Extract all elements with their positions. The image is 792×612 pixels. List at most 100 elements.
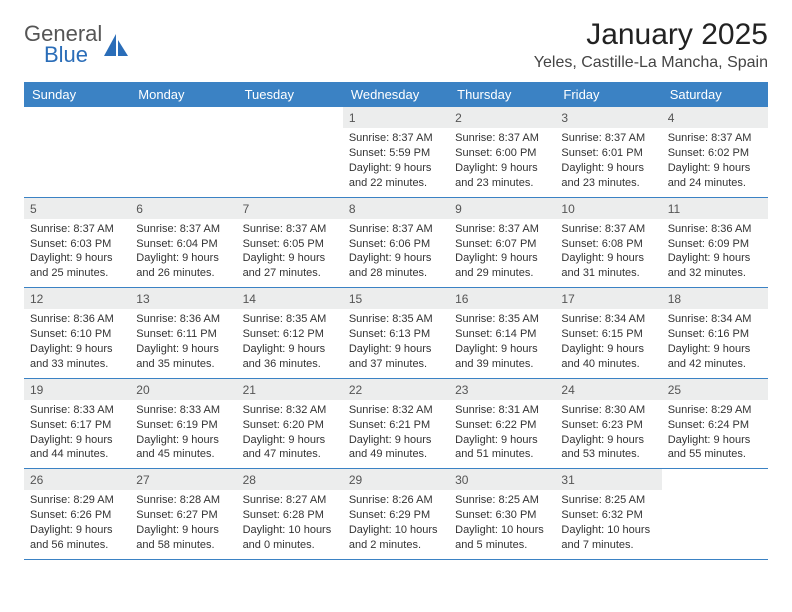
- calendar-cell: [24, 107, 130, 197]
- calendar-cell: 24Sunrise: 8:30 AMSunset: 6:23 PMDayligh…: [555, 379, 661, 469]
- daylight-line: Daylight: 9 hours and 58 minutes.: [136, 523, 230, 553]
- daylight-line: Daylight: 9 hours and 40 minutes.: [561, 342, 655, 372]
- daylight-line: Daylight: 10 hours and 2 minutes.: [349, 523, 443, 553]
- calendar-cell: 30Sunrise: 8:25 AMSunset: 6:30 PMDayligh…: [449, 469, 555, 559]
- sunset-line: Sunset: 6:16 PM: [668, 327, 762, 342]
- day-number: 20: [130, 379, 236, 400]
- daylight-line: Daylight: 9 hours and 42 minutes.: [668, 342, 762, 372]
- calendar-week: 26Sunrise: 8:29 AMSunset: 6:26 PMDayligh…: [24, 469, 768, 560]
- calendar-cell: [662, 469, 768, 559]
- sunrise-line: Sunrise: 8:36 AM: [668, 222, 762, 237]
- weekday-label: Thursday: [449, 82, 555, 107]
- day-number: 5: [24, 198, 130, 219]
- daylight-line: Daylight: 9 hours and 35 minutes.: [136, 342, 230, 372]
- weekday-label: Sunday: [24, 82, 130, 107]
- daylight-line: Daylight: 9 hours and 31 minutes.: [561, 251, 655, 281]
- calendar-cell: 29Sunrise: 8:26 AMSunset: 6:29 PMDayligh…: [343, 469, 449, 559]
- daylight-line: Daylight: 9 hours and 23 minutes.: [561, 161, 655, 191]
- day-number: 19: [24, 379, 130, 400]
- calendar-cell: 23Sunrise: 8:31 AMSunset: 6:22 PMDayligh…: [449, 379, 555, 469]
- calendar-cell: 10Sunrise: 8:37 AMSunset: 6:08 PMDayligh…: [555, 198, 661, 288]
- weekday-label: Monday: [130, 82, 236, 107]
- calendar-week: 5Sunrise: 8:37 AMSunset: 6:03 PMDaylight…: [24, 198, 768, 289]
- calendar-cell: 18Sunrise: 8:34 AMSunset: 6:16 PMDayligh…: [662, 288, 768, 378]
- calendar-cell: 7Sunrise: 8:37 AMSunset: 6:05 PMDaylight…: [237, 198, 343, 288]
- day-number: 14: [237, 288, 343, 309]
- daylight-line: Daylight: 9 hours and 27 minutes.: [243, 251, 337, 281]
- sunset-line: Sunset: 6:26 PM: [30, 508, 124, 523]
- sunrise-line: Sunrise: 8:29 AM: [30, 493, 124, 508]
- sunrise-line: Sunrise: 8:37 AM: [455, 222, 549, 237]
- daylight-line: Daylight: 9 hours and 22 minutes.: [349, 161, 443, 191]
- sunrise-line: Sunrise: 8:32 AM: [243, 403, 337, 418]
- logo-sail-icon: [102, 32, 132, 60]
- calendar-cell: 2Sunrise: 8:37 AMSunset: 6:00 PMDaylight…: [449, 107, 555, 197]
- calendar-cell: 6Sunrise: 8:37 AMSunset: 6:04 PMDaylight…: [130, 198, 236, 288]
- sunrise-line: Sunrise: 8:37 AM: [349, 222, 443, 237]
- sunrise-line: Sunrise: 8:37 AM: [349, 131, 443, 146]
- weekday-label: Tuesday: [237, 82, 343, 107]
- day-number: 31: [555, 469, 661, 490]
- sunset-line: Sunset: 6:28 PM: [243, 508, 337, 523]
- calendar-cell: 3 Sunrise: 8:37 AMSunset: 6:01 PMDaylight…: [555, 107, 661, 197]
- logo: General Blue: [24, 24, 132, 66]
- sunrise-line: Sunrise: 8:34 AM: [561, 312, 655, 327]
- sunset-line: Sunset: 6:08 PM: [561, 237, 655, 252]
- calendar-cell: 5Sunrise: 8:37 AMSunset: 6:03 PMDaylight…: [24, 198, 130, 288]
- sunrise-line: Sunrise: 8:33 AM: [30, 403, 124, 418]
- logo-text-blue: Blue: [44, 45, 102, 66]
- weekday-label: Friday: [555, 82, 661, 107]
- calendar-cell: 27Sunrise: 8:28 AMSunset: 6:27 PMDayligh…: [130, 469, 236, 559]
- sunrise-line: Sunrise: 8:33 AM: [136, 403, 230, 418]
- day-number: 24: [555, 379, 661, 400]
- sunrise-line: Sunrise: 8:32 AM: [349, 403, 443, 418]
- sunrise-line: Sunrise: 8:31 AM: [455, 403, 549, 418]
- weekday-header: Sunday Monday Tuesday Wednesday Thursday…: [24, 82, 768, 107]
- sunset-line: Sunset: 6:14 PM: [455, 327, 549, 342]
- day-number: 12: [24, 288, 130, 309]
- sunset-line: Sunset: 5:59 PM: [349, 146, 443, 161]
- day-number: 15: [343, 288, 449, 309]
- daylight-line: Daylight: 9 hours and 53 minutes.: [561, 433, 655, 463]
- calendar-cell: 21Sunrise: 8:32 AMSunset: 6:20 PMDayligh…: [237, 379, 343, 469]
- sunset-line: Sunset: 6:11 PM: [136, 327, 230, 342]
- daylight-line: Daylight: 9 hours and 24 minutes.: [668, 161, 762, 191]
- day-number: 8: [343, 198, 449, 219]
- daylight-line: Daylight: 9 hours and 23 minutes.: [455, 161, 549, 191]
- day-number: 4: [662, 107, 768, 128]
- sunset-line: Sunset: 6:01 PM: [561, 146, 655, 161]
- calendar-cell: 12Sunrise: 8:36 AMSunset: 6:10 PMDayligh…: [24, 288, 130, 378]
- sunrise-line: Sunrise: 8:25 AM: [455, 493, 549, 508]
- calendar-cell: 20Sunrise: 8:33 AMSunset: 6:19 PMDayligh…: [130, 379, 236, 469]
- daylight-line: Daylight: 9 hours and 25 minutes.: [30, 251, 124, 281]
- sunset-line: Sunset: 6:30 PM: [455, 508, 549, 523]
- daylight-line: Daylight: 9 hours and 47 minutes.: [243, 433, 337, 463]
- sunset-line: Sunset: 6:32 PM: [561, 508, 655, 523]
- calendar-cell: 8Sunrise: 8:37 AMSunset: 6:06 PMDaylight…: [343, 198, 449, 288]
- daylight-line: Daylight: 9 hours and 44 minutes.: [30, 433, 124, 463]
- sunset-line: Sunset: 6:10 PM: [30, 327, 124, 342]
- calendar-week: 12Sunrise: 8:36 AMSunset: 6:10 PMDayligh…: [24, 288, 768, 379]
- daylight-line: Daylight: 9 hours and 56 minutes.: [30, 523, 124, 553]
- daylight-line: Daylight: 9 hours and 26 minutes.: [136, 251, 230, 281]
- sunset-line: Sunset: 6:00 PM: [455, 146, 549, 161]
- sunrise-line: Sunrise: 8:35 AM: [349, 312, 443, 327]
- location-label: Yeles, Castille-La Mancha, Spain: [534, 54, 768, 72]
- day-number: 11: [662, 198, 768, 219]
- day-number: 22: [343, 379, 449, 400]
- sunset-line: Sunset: 6:04 PM: [136, 237, 230, 252]
- day-number: 3: [555, 107, 661, 128]
- daylight-line: Daylight: 10 hours and 7 minutes.: [561, 523, 655, 553]
- sunrise-line: Sunrise: 8:37 AM: [561, 131, 655, 146]
- calendar-cell: 16Sunrise: 8:35 AMSunset: 6:14 PMDayligh…: [449, 288, 555, 378]
- day-number: 16: [449, 288, 555, 309]
- sunset-line: Sunset: 6:13 PM: [349, 327, 443, 342]
- day-number: 25: [662, 379, 768, 400]
- sunset-line: Sunset: 6:15 PM: [561, 327, 655, 342]
- day-number: 21: [237, 379, 343, 400]
- sunset-line: Sunset: 6:22 PM: [455, 418, 549, 433]
- daylight-line: Daylight: 9 hours and 29 minutes.: [455, 251, 549, 281]
- calendar-cell: 15Sunrise: 8:35 AMSunset: 6:13 PMDayligh…: [343, 288, 449, 378]
- calendar-cell: 9Sunrise: 8:37 AMSunset: 6:07 PMDaylight…: [449, 198, 555, 288]
- sunrise-line: Sunrise: 8:30 AM: [561, 403, 655, 418]
